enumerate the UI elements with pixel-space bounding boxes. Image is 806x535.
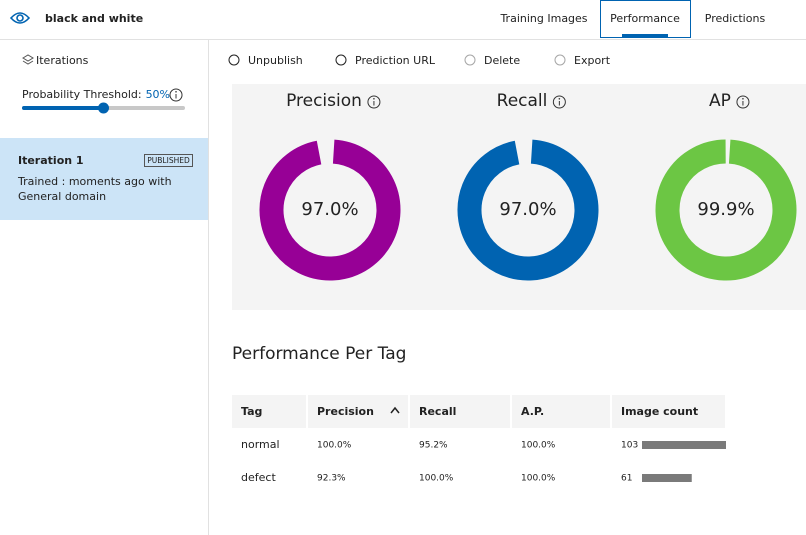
info-icon: [367, 95, 381, 109]
eye-icon: [9, 12, 31, 24]
metric-value: 97.0%: [499, 199, 556, 220]
donut-arc: [655, 139, 797, 281]
iteration-name: Iteration 1: [18, 154, 84, 167]
tag-link[interactable]: normal: [241, 438, 280, 451]
tab[interactable]: Predictions: [705, 12, 766, 25]
metric-title: Recall: [497, 91, 548, 111]
donut-arc: [457, 139, 599, 281]
badge-border: [144, 154, 193, 167]
info-icon-dot: [558, 98, 561, 100]
toolbar-button[interactable]: Unpublish: [248, 54, 303, 67]
table-header-cell: [612, 395, 725, 428]
project-title: black and white: [45, 12, 143, 25]
toolbar-icon: [464, 54, 476, 66]
slider-fill: [22, 106, 104, 110]
layers-icon: [22, 54, 34, 65]
toolbar-button[interactable]: Prediction URL: [355, 54, 436, 67]
info-icon: [552, 95, 566, 109]
count-bar: [642, 474, 692, 482]
cell: 100.0%: [317, 441, 352, 451]
metric-title: AP: [709, 91, 731, 111]
toolbar-icon: [335, 54, 347, 66]
tab[interactable]: Performance: [610, 12, 680, 25]
info-icon: [169, 88, 183, 102]
toolbar-button: Export: [574, 54, 611, 67]
iteration-detail: Trained : moments ago with: [17, 175, 172, 188]
metric-value: 97.0%: [301, 199, 358, 220]
toolbar-icon: [554, 54, 566, 66]
column-header: A.P.: [521, 405, 544, 418]
per-tag-title: Performance Per Tag: [232, 344, 406, 364]
cell: 92.3%: [317, 474, 346, 484]
toolbar-icon: [228, 54, 240, 66]
info-icon-dot: [175, 91, 177, 93]
count-bar: [642, 441, 726, 449]
info-icon-dot: [373, 98, 375, 100]
cell: 100.0%: [521, 474, 556, 484]
donut-arc: [259, 139, 401, 281]
badge: PUBLISHED: [147, 156, 190, 165]
iterations-heading: Iterations: [36, 54, 89, 67]
info-icon-dot: [742, 98, 744, 100]
cell: 100.0%: [419, 474, 454, 484]
threshold-value: 50%: [146, 88, 170, 101]
iteration-detail: General domain: [18, 190, 106, 203]
info-icon: [736, 95, 750, 109]
column-header: Image count: [621, 405, 698, 418]
active-tab-underline: [622, 34, 668, 37]
tab[interactable]: Training Images: [499, 12, 587, 25]
metric-value: 99.9%: [697, 199, 754, 220]
column-header: Recall: [419, 405, 456, 418]
image-count: 103: [621, 441, 638, 451]
iteration-card[interactable]: [0, 138, 208, 220]
column-header: Tag: [241, 405, 262, 418]
tag-link[interactable]: defect: [241, 471, 276, 484]
table-header-cell: [410, 395, 510, 428]
table-header-cell: [512, 395, 610, 428]
cell: 95.2%: [419, 441, 448, 451]
cell: 100.0%: [521, 441, 556, 451]
threshold-label: Probability Threshold: 50%: [22, 88, 170, 101]
active-tab: [600, 0, 691, 38]
toolbar-button: Delete: [484, 54, 520, 67]
image-count: 61: [621, 474, 632, 484]
metric-title: Precision: [286, 91, 362, 111]
sort-arrow: [390, 406, 400, 414]
slider-handle[interactable]: [98, 102, 109, 114]
table-header-cell: [232, 395, 306, 428]
column-header[interactable]: Precision: [317, 405, 374, 418]
threshold-text: Probability Threshold:: [22, 88, 142, 101]
